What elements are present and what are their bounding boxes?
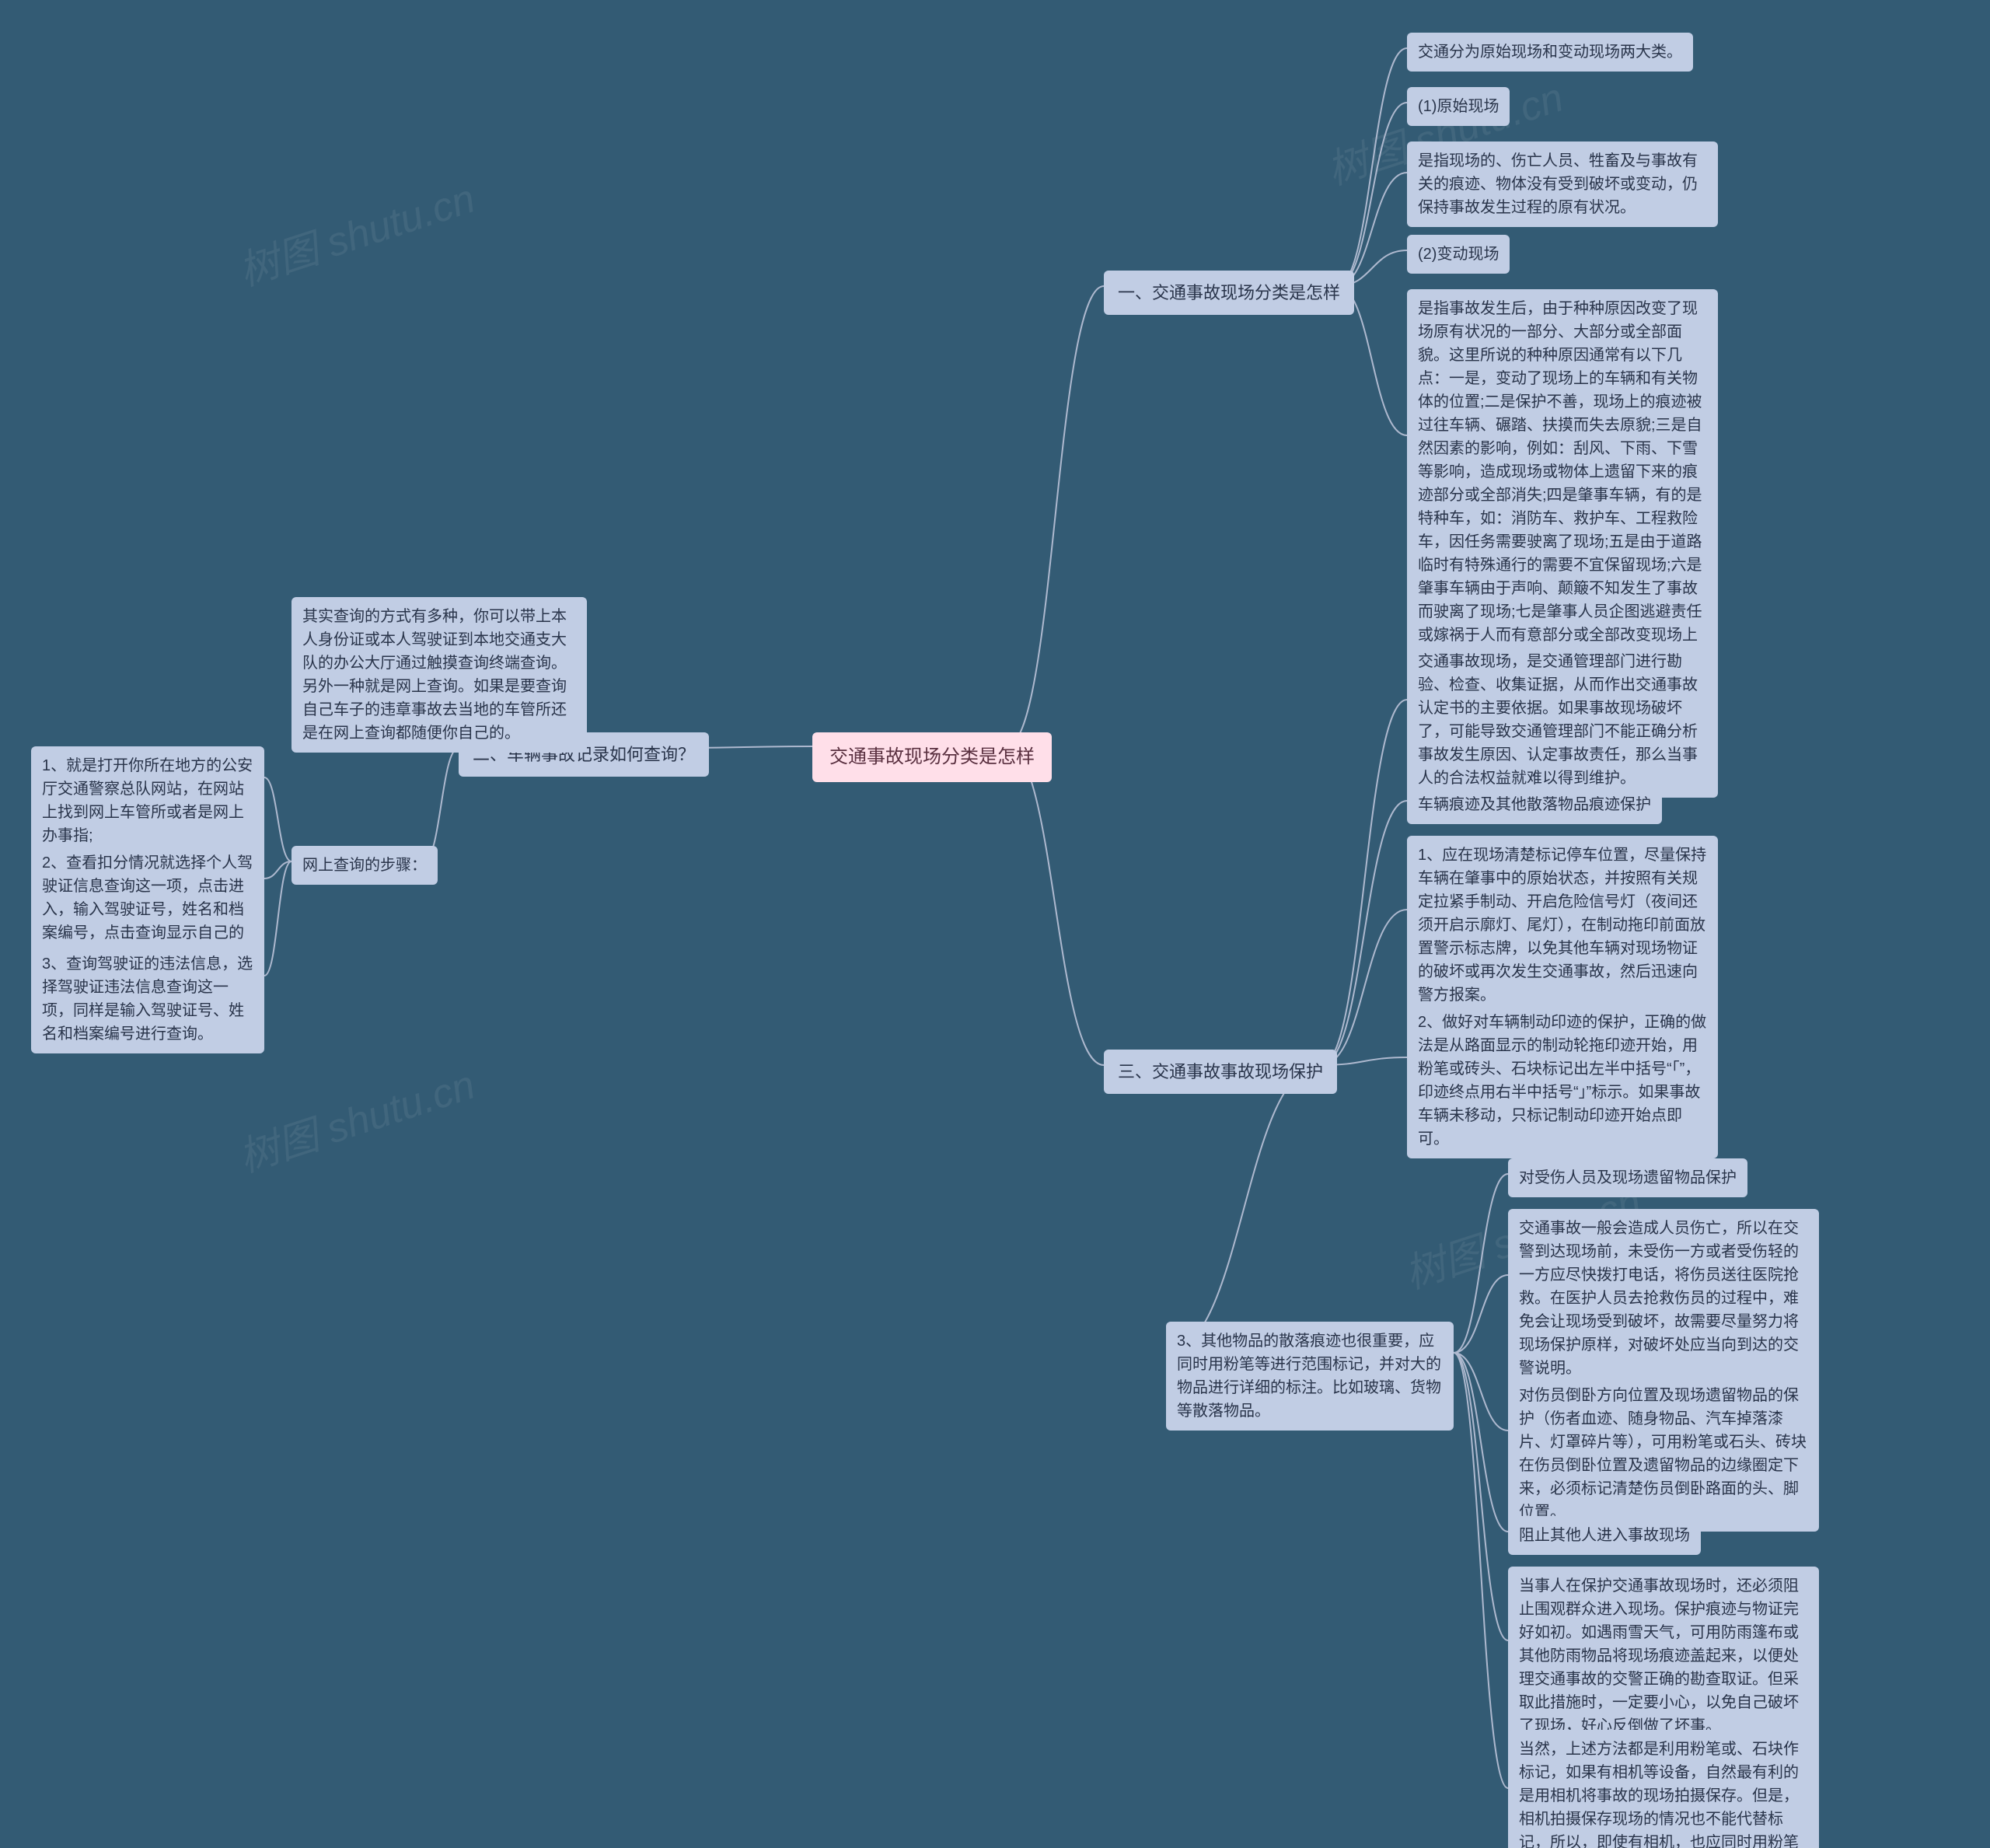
leaf-node[interactable]: 其实查询的方式有多种，你可以带上本人身份证或本人驾驶证到本地交通支大队的办公大厅… <box>292 597 587 753</box>
leaf-node[interactable]: 1、就是打开你所在地方的公安厅交通警察总队网站，在网站上找到网上车管所或者是网上… <box>31 746 264 855</box>
branch-protect[interactable]: 三、交通事故事故现场保护 <box>1104 1050 1337 1094</box>
leaf-node[interactable]: 网上查询的步骤： <box>292 846 438 885</box>
leaf-node[interactable]: 是指事故发生后，由于种种原因改变了现场原有状况的一部分、大部分或全部面貌。这里所… <box>1407 289 1718 701</box>
leaf-node[interactable]: (2)变动现场 <box>1407 235 1510 274</box>
leaf-node[interactable]: 当事人在保护交通事故现场时，还必须阻止围观群众进入现场。保护痕迹与物证完好如初。… <box>1508 1567 1819 1745</box>
watermark: 树图 shutu.cn <box>230 1052 481 1183</box>
leaf-node[interactable]: 交通事故一般会造成人员伤亡，所以在交警到达现场前，未受伤一方或者受伤轻的一方应尽… <box>1508 1209 1819 1388</box>
leaf-node[interactable]: 1、应在现场清楚标记停车位置，尽量保持车辆在肇事中的原始状态，并按照有关规定拉紧… <box>1407 836 1718 1015</box>
leaf-node[interactable]: (1)原始现场 <box>1407 87 1510 126</box>
leaf-node[interactable]: 是指现场的、伤亡人员、牲畜及与事故有关的痕迹、物体没有受到破坏或变动，仍保持事故… <box>1407 141 1718 227</box>
leaf-node[interactable]: 交通事故现场，是交通管理部门进行勘验、检查、收集证据，从而作出交通事故认定书的主… <box>1407 642 1718 798</box>
leaf-node[interactable]: 3、其他物品的散落痕迹也很重要，应同时用粉笔等进行范围标记，并对大的物品进行详细… <box>1166 1322 1454 1431</box>
branch-classify[interactable]: 一、交通事故现场分类是怎样 <box>1104 271 1354 315</box>
leaf-node[interactable]: 2、做好对车辆制动印迹的保护，正确的做法是从路面显示的制动轮拖印迹开始，用粉笔或… <box>1407 1003 1718 1158</box>
leaf-node[interactable]: 车辆痕迹及其他散落物品痕迹保护 <box>1407 785 1662 824</box>
leaf-node[interactable]: 阻止其他人进入事故现场 <box>1508 1516 1701 1555</box>
leaf-node[interactable]: 对受伤人员及现场遗留物品保护 <box>1508 1158 1747 1197</box>
leaf-node[interactable]: 交通分为原始现场和变动现场两大类。 <box>1407 33 1693 72</box>
watermark: 树图 shutu.cn <box>230 166 481 297</box>
leaf-node[interactable]: 对伤员倒卧方向位置及现场遗留物品的保护（伤者血迹、随身物品、汽车掉落漆片、灯罩碎… <box>1508 1376 1819 1532</box>
leaf-node[interactable]: 3、查询驾驶证的违法信息，选择驾驶证违法信息查询这一项，同样是输入驾驶证号、姓名… <box>31 945 264 1053</box>
root-node[interactable]: 交通事故现场分类是怎样 <box>812 732 1052 782</box>
leaf-node[interactable]: 当然，上述方法都是利用粉笔或、石块作标记，如果有相机等设备，自然最有利的是用相机… <box>1508 1730 1819 1848</box>
